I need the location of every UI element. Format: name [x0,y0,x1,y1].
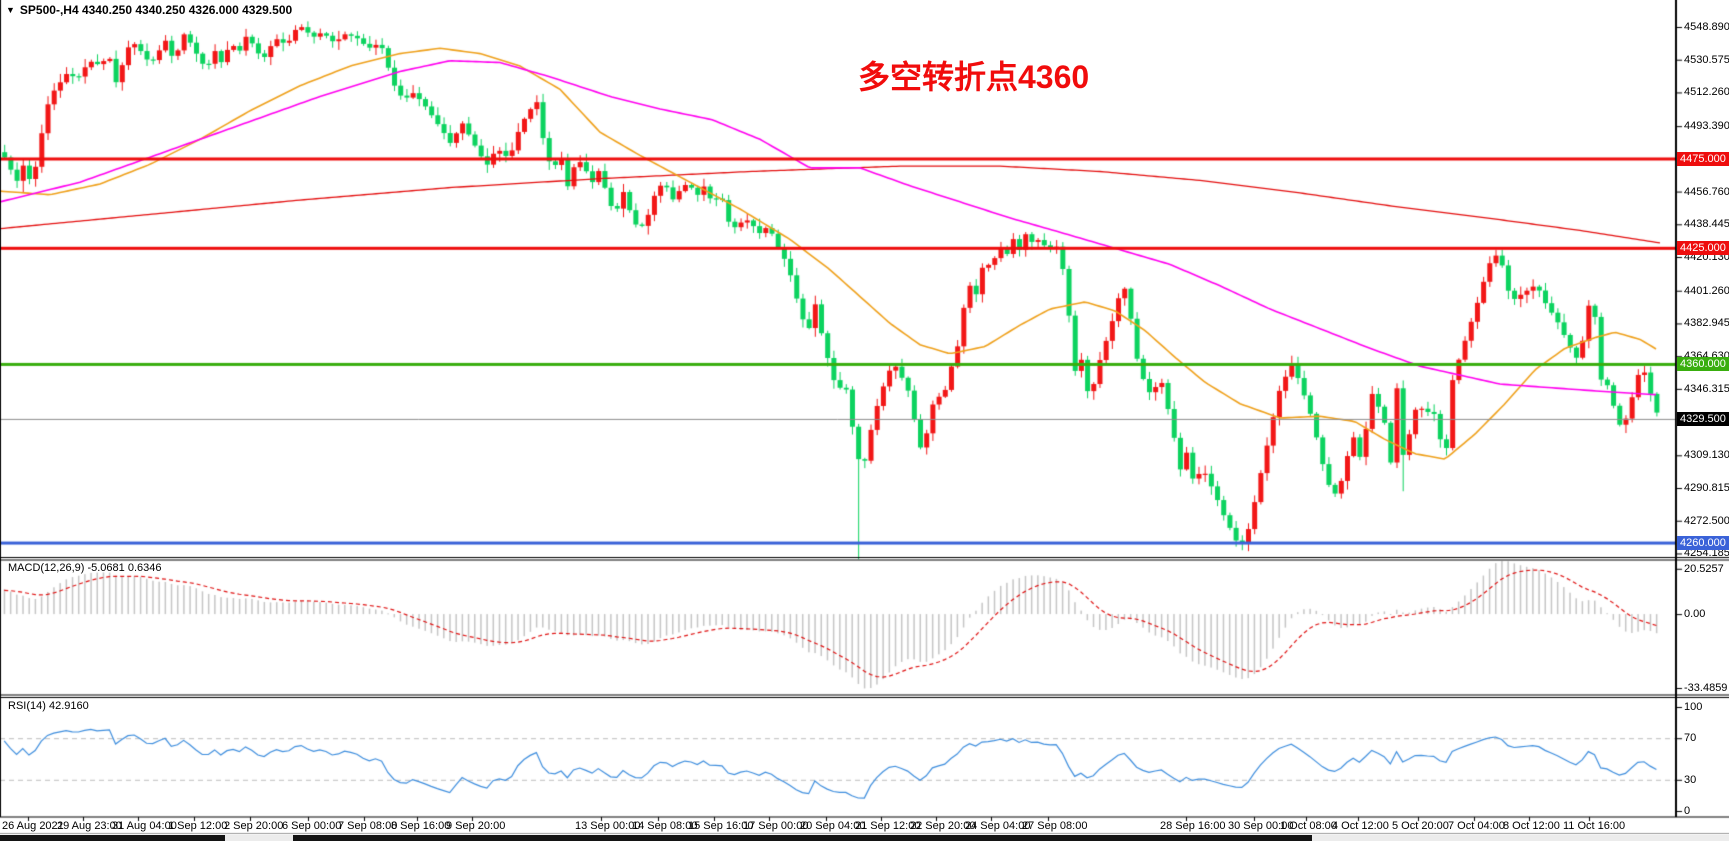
price-tick-label: 4401.260 [1684,284,1729,297]
time-axis-label: 1 Sep 12:00 [168,820,228,832]
time-axis-label: 8 Oct 12:00 [1503,820,1560,832]
level-price-label: 4360.000 [1677,357,1729,372]
macd-tick-label: 20.5257 [1684,562,1724,575]
level-price-label: 4475.000 [1677,151,1729,166]
time-axis-label: 31 Aug 04:00 [112,820,177,832]
time-axis-label: 27 Sep 08:00 [1022,820,1088,832]
price-tick-label: 4254.185 [1684,547,1729,560]
time-axis-label: 28 Sep 16:00 [1160,820,1226,832]
time-axis-label: 13 Sep 00:00 [575,820,641,832]
rsi-tick-label: 100 [1684,701,1703,713]
chevron-down-icon[interactable]: ▼ [6,5,15,15]
time-axis-label: 4 Oct 12:00 [1332,820,1389,832]
time-axis-label: 9 Sep 20:00 [446,820,506,832]
taskbar-window-segment[interactable] [0,835,225,841]
macd-indicator-label: MACD(12,26,9) -5.0681 0.6346 [8,562,162,574]
time-axis-label: 30 Sep 00:00 [1228,820,1294,832]
time-axis-label: 20 Sep 04:00 [800,820,866,832]
chart-annotation: 多空转折点4360 [858,59,1090,95]
taskbar-window-segment[interactable] [293,835,1312,841]
macd-tick-label: 0.00 [1684,608,1706,621]
rsi-indicator-label: RSI(14) 42.9160 [8,700,89,712]
time-axis-label: 1 Oct 08:00 [1280,820,1337,832]
price-tick-label: 4530.575 [1684,53,1729,66]
time-axis-label: 2 Sep 20:00 [224,820,284,832]
time-axis-label: 17 Sep 00:00 [743,820,809,832]
current-price-label: 4329.500 [1677,411,1729,426]
rsi-tick-label: 70 [1684,732,1697,745]
time-axis-label: 7 Sep 08:00 [338,820,398,832]
time-axis-label: 22 Sep 20:00 [910,820,976,832]
price-tick-label: 4456.760 [1684,185,1729,198]
time-axis-label: 21 Sep 12:00 [855,820,921,832]
price-tick-label: 4548.890 [1684,20,1729,33]
price-tick-label: 4346.315 [1684,382,1729,395]
price-tick-label: 4512.260 [1684,86,1729,99]
level-price-label: 4425.000 [1677,241,1729,256]
price-tick-label: 4309.130 [1684,449,1729,462]
time-axis-label: 11 Oct 16:00 [1563,820,1626,832]
price-tick-label: 4272.500 [1684,514,1729,527]
rsi-tick-label: 30 [1684,773,1697,786]
symbol-header: ▼ SP500-,H4 4340.250 4340.250 4326.000 43… [6,3,292,17]
price-tick-label: 4382.945 [1684,317,1729,330]
symbol-ohlc-text: SP500-,H4 4340.250 4340.250 4326.000 432… [19,3,293,17]
time-axis-label: 24 Sep 04:00 [965,820,1031,832]
level-price-label: 4260.000 [1677,536,1729,551]
time-axis-label: 14 Sep 08:00 [632,820,698,832]
time-axis-label: 8 Sep 16:00 [391,820,451,832]
time-axis-label: 29 Aug 23:00 [57,820,122,832]
rsi-tick-label: 0 [1684,805,1691,817]
macd-tick-label: -33.4859 [1684,682,1728,694]
time-axis-label: 26 Aug 2021 [2,820,64,832]
time-axis-label: 6 Sep 00:00 [282,820,342,832]
time-axis-label: 15 Sep 16:00 [688,820,754,832]
price-tick-label: 4438.445 [1684,218,1729,231]
time-axis-label: 7 Oct 04:00 [1448,820,1505,832]
price-tick-label: 4290.815 [1684,482,1729,495]
price-tick-label: 4493.390 [1684,120,1729,133]
time-axis-label: 5 Oct 20:00 [1392,820,1449,832]
